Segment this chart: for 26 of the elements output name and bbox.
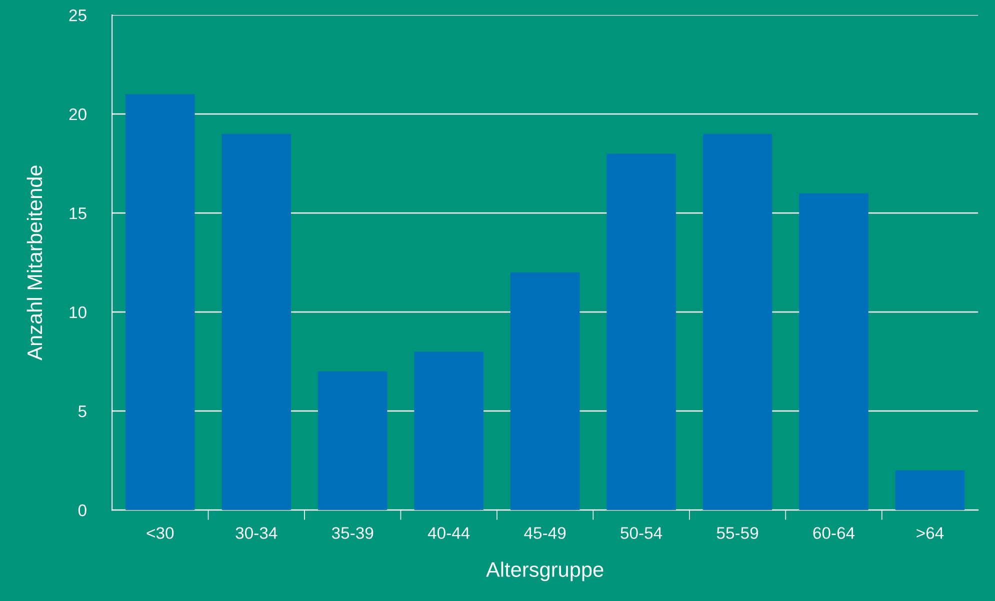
- bar: [318, 371, 388, 510]
- y-tick-label: 20: [69, 108, 86, 120]
- bar: [799, 193, 868, 510]
- bar: [895, 470, 965, 510]
- x-tick-label: 30-34: [236, 527, 278, 539]
- bar: [510, 272, 580, 510]
- x-tick-label: >64: [916, 527, 944, 539]
- bar: [222, 134, 292, 510]
- y-tick-label: 5: [78, 406, 86, 418]
- x-tick-label: 60-64: [813, 527, 855, 539]
- bar: [414, 352, 484, 510]
- x-tick-label: 55-59: [716, 527, 758, 539]
- x-tick-label: 45-49: [524, 527, 566, 539]
- y-tick-label: 10: [70, 306, 86, 318]
- x-tick-label: <30: [146, 527, 174, 539]
- x-tick-label: 35-39: [332, 527, 374, 539]
- bar: [126, 94, 195, 510]
- x-axis-title: Altersgruppe: [486, 562, 604, 582]
- x-tick-label: 40-44: [428, 527, 470, 539]
- bar: [702, 134, 772, 510]
- y-axis-title: Anzahl Mitarbeitende: [26, 166, 42, 360]
- bar: [606, 154, 676, 510]
- y-tick-label: 15: [70, 208, 86, 220]
- y-tick-label: 25: [69, 9, 86, 22]
- y-tick-label: 0: [78, 504, 86, 516]
- x-tick-label: 50-54: [620, 527, 662, 539]
